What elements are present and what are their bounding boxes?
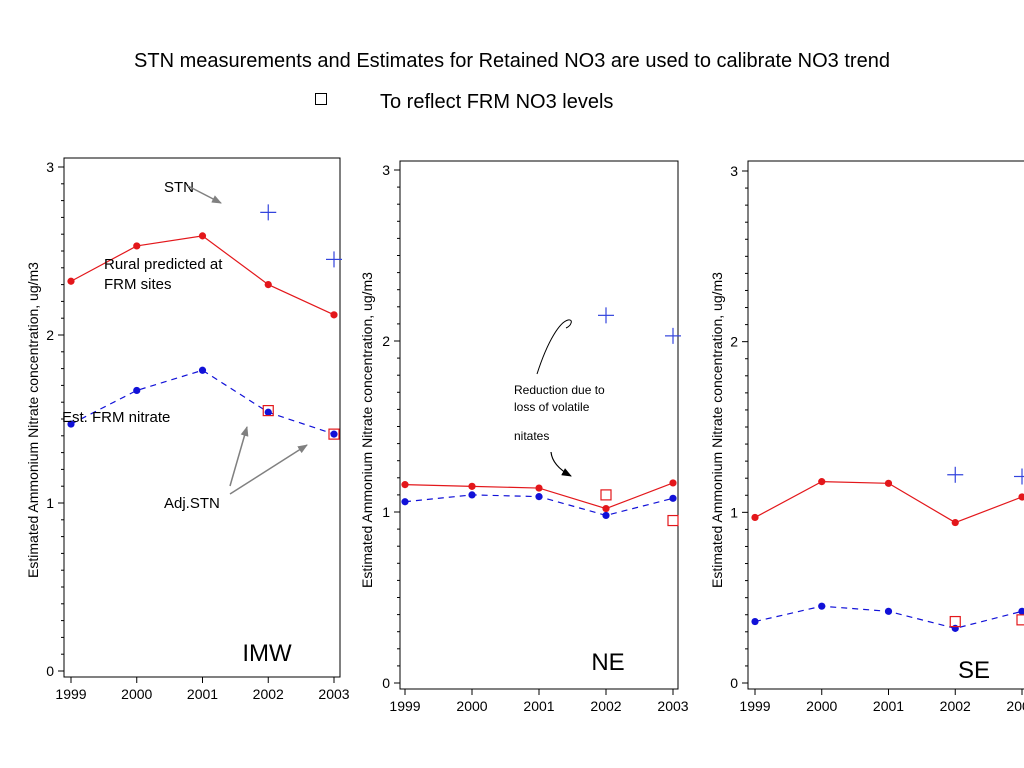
adj-stn-marker: [1016, 614, 1024, 626]
arrow-reduction: [550, 451, 572, 477]
x-tick-label: 2000: [806, 698, 837, 714]
y-tick-label: 0: [46, 663, 54, 679]
x-tick-label: 2000: [121, 686, 152, 702]
data-point: [67, 420, 75, 428]
y-tick-label: 3: [46, 159, 54, 175]
stn-plus-marker: [947, 466, 964, 483]
data-point: [67, 277, 75, 285]
data-point: [951, 518, 959, 527]
y-tick-label: 2: [382, 333, 390, 349]
adj-stn-marker: [262, 405, 274, 417]
annotation-rural-2: FRM sites: [104, 276, 172, 293]
page-title: STN measurements and Estimates for Retai…: [134, 50, 890, 72]
adj-stn-marker: [667, 514, 679, 527]
x-tick-label: 2003: [1006, 698, 1024, 714]
plot-frame: [399, 160, 679, 690]
bullet-box-icon: [315, 93, 327, 105]
chart-panel-se: 0 1 2 3 1999 2000 2001 2002 2003 Estimated Ammoni…: [709, 160, 1024, 714]
data-point: [133, 242, 141, 250]
region-label: IMW: [242, 640, 292, 667]
x-tick-label: 2003: [657, 698, 688, 714]
plot-frame: [747, 160, 1024, 690]
stn-plus-marker: [1014, 468, 1024, 485]
data-point: [818, 478, 826, 486]
y-axis-label: Estimated Ammonium Nitrate concentration…: [359, 272, 375, 588]
data-point: [133, 386, 141, 395]
chart-panel-imw: 0 1 2 3 1999 2000 2001 2002 2003 Estimated Ammoni…: [25, 157, 350, 702]
data-point: [602, 511, 610, 520]
annotation-stn: STN: [164, 179, 194, 196]
data-point: [401, 498, 409, 506]
region-label: SE: [958, 657, 990, 684]
x-tick-label: 1999: [739, 698, 770, 714]
x-tick-label: 2000: [456, 698, 487, 714]
annotation-est-frm: Est. FRM nitrate: [62, 409, 170, 426]
data-point: [330, 430, 338, 438]
region-label: NE: [591, 649, 624, 676]
series-line: [70, 369, 335, 435]
data-point: [264, 408, 272, 416]
y-tick-label: 3: [730, 163, 738, 179]
data-point: [751, 513, 759, 522]
data-point: [468, 482, 476, 490]
x-tick-label: 2002: [940, 698, 971, 714]
adj-stn-marker: [328, 428, 340, 440]
x-tick-label: 2001: [187, 686, 218, 702]
x-tick-label: 1999: [55, 686, 86, 702]
data-point: [1018, 493, 1024, 501]
data-point: [1018, 607, 1024, 615]
annotation-reduction-1: Reduction due to: [514, 383, 605, 397]
arrow-adj-1: [229, 426, 249, 487]
x-tick-label: 2002: [590, 698, 621, 714]
annotation-reduction-3: nitates: [514, 429, 549, 443]
stn-plus-marker: [260, 204, 277, 221]
annotation-rural-1: Rural predicted at: [104, 256, 223, 273]
curve-reduction: [536, 319, 572, 375]
data-point: [401, 481, 409, 489]
arrow-stn: [187, 185, 222, 204]
data-point: [198, 366, 207, 374]
annotation-reduction-2: loss of volatile: [514, 400, 590, 414]
data-point: [669, 479, 677, 487]
x-tick-label: 2002: [253, 686, 284, 702]
y-axis-label: Estimated Ammonium Nitrate concentration…: [25, 262, 41, 578]
y-tick-label: 0: [382, 675, 390, 691]
annotation-adj-stn: Adj.STN: [164, 495, 220, 512]
y-tick-label: 1: [382, 504, 390, 520]
data-point: [951, 624, 959, 632]
data-point: [669, 494, 677, 502]
adj-stn-marker: [600, 489, 612, 501]
x-tick-label: 2001: [873, 698, 904, 714]
stn-plus-marker: [326, 251, 342, 268]
y-tick-label: 2: [730, 334, 738, 350]
data-point: [330, 311, 338, 319]
data-point: [602, 504, 610, 513]
y-tick-label: 0: [730, 675, 738, 691]
data-point: [535, 493, 543, 501]
arrow-adj-2: [229, 444, 308, 495]
y-tick-label: 2: [46, 327, 54, 343]
data-point: [198, 232, 207, 240]
x-tick-label: 2001: [523, 698, 554, 714]
data-point: [818, 602, 826, 610]
y-tick-label: 1: [730, 504, 738, 520]
stn-plus-marker: [665, 327, 681, 344]
chart-panel-ne: 0 1 2 3 1999 2000 2001 2002 2003 Estimated Ammoni…: [359, 160, 689, 714]
series-line: [754, 481, 1023, 524]
data-point: [535, 484, 543, 492]
data-point: [468, 491, 476, 499]
y-tick-label: 3: [382, 162, 390, 178]
x-tick-label: 2003: [318, 686, 349, 702]
data-point: [884, 479, 893, 487]
x-tick-label: 1999: [389, 698, 420, 714]
data-point: [751, 617, 759, 626]
stn-plus-marker: [598, 307, 614, 324]
y-axis-label: Estimated Ammonium Nitrate concentration…: [709, 272, 725, 588]
data-point: [264, 281, 272, 289]
page-subtitle: To reflect FRM NO3 levels: [380, 91, 614, 113]
y-tick-label: 1: [46, 495, 54, 511]
data-point: [884, 607, 893, 615]
adj-stn-marker: [949, 615, 961, 628]
